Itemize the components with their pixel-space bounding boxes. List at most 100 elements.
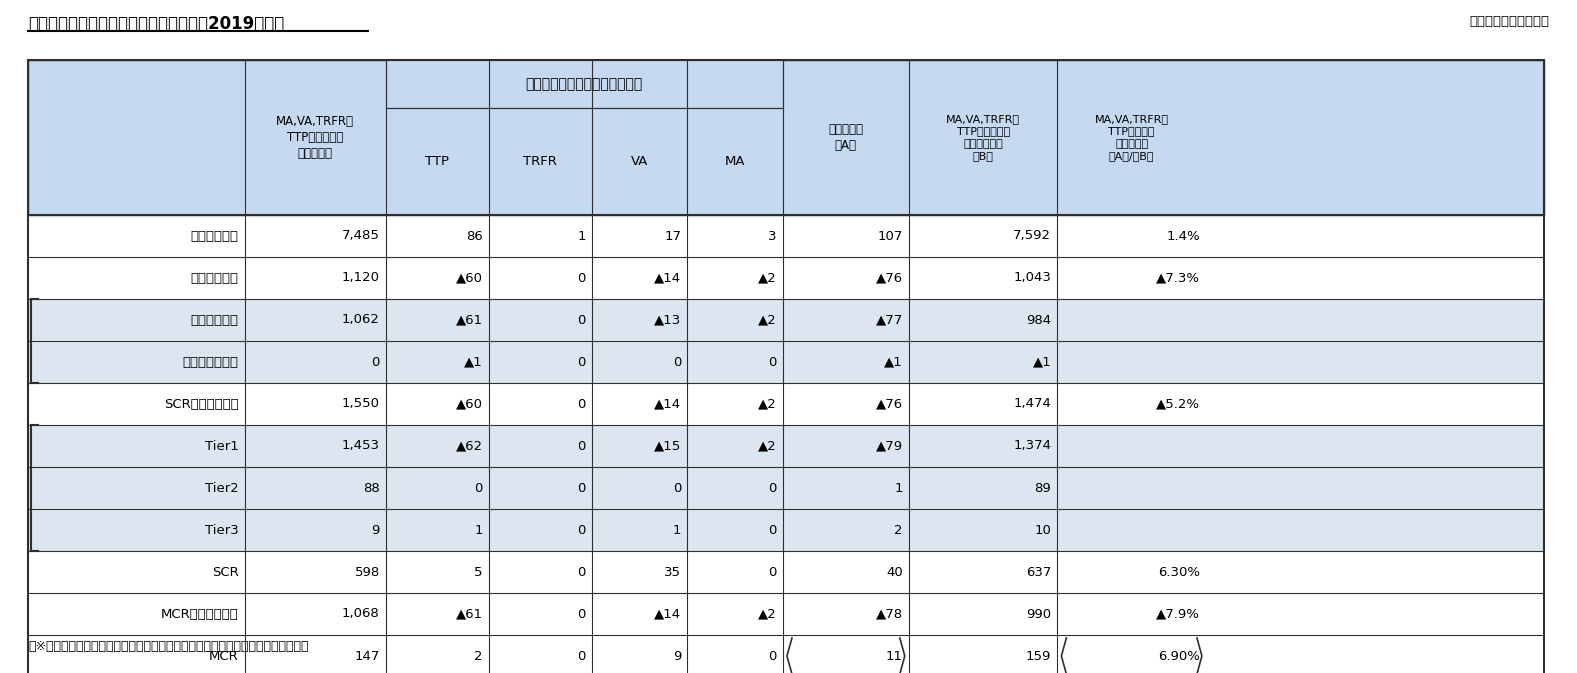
Text: MA,VA,TRFR、
TTPを適用しな
い場合の金額
（B）: MA,VA,TRFR、 TTPを適用しな い場合の金額 （B） [946,114,1020,161]
Text: 984: 984 [1027,314,1052,326]
Text: 1: 1 [475,524,483,536]
Text: 0: 0 [577,608,587,621]
Text: 制限付自己資本: 制限付自己資本 [183,355,238,369]
Text: ▲1: ▲1 [464,355,483,369]
Text: ▲62: ▲62 [456,439,483,452]
Text: MA,VA,TRFR、
TTPを適用した
場合の金額: MA,VA,TRFR、 TTPを適用した 場合の金額 [276,115,355,160]
Bar [28,215,1544,257]
Text: 1,550: 1,550 [342,398,380,411]
Text: 各種措置の適用による影響額（全体）（2019年末）: 各種措置の適用による影響額（全体）（2019年末） [28,15,284,33]
Text: 159: 159 [1027,649,1052,662]
Bar [28,467,1544,509]
Text: 0: 0 [372,355,380,369]
Text: 990: 990 [1027,608,1052,621]
Bar [28,425,1544,467]
Text: 1,068: 1,068 [342,608,380,621]
Text: 2: 2 [475,649,483,662]
Text: ▲2: ▲2 [759,314,777,326]
Text: 0: 0 [577,524,587,536]
Text: 35: 35 [664,565,681,579]
Text: 11: 11 [886,649,902,662]
Text: ▲13: ▲13 [654,314,681,326]
Text: ▲14: ▲14 [654,608,681,621]
Text: 637: 637 [1027,565,1052,579]
Bar [28,509,1544,551]
Text: ▲60: ▲60 [456,271,483,285]
Text: 措置を非適用とした場合の影響: 措置を非適用とした場合の影響 [525,77,643,91]
Text: 1,120: 1,120 [342,271,380,285]
Text: 6.30%: 6.30% [1158,565,1200,579]
Text: 88: 88 [363,481,380,495]
Text: MA,VA,TRFR、
TTPの適用に
よる影響度
（A）/（B）: MA,VA,TRFR、 TTPの適用に よる影響度 （A）/（B） [1094,114,1169,161]
Text: （※）制限付自己資本は、リングフェンスとマッチングポートフォリオによるもの: （※）制限付自己資本は、リングフェンスとマッチングポートフォリオによるもの [28,640,309,653]
Bar [28,341,1544,383]
Bar [386,60,782,108]
Text: 10: 10 [1035,524,1052,536]
Bar [28,551,1544,593]
Text: 1,474: 1,474 [1014,398,1052,411]
Text: 1: 1 [577,229,587,242]
Text: 0: 0 [577,355,587,369]
Text: 2: 2 [894,524,902,536]
Text: 6.90%: 6.90% [1158,649,1200,662]
Text: SCR適格自己資本: SCR適格自己資本 [164,398,238,411]
Text: 5: 5 [475,565,483,579]
Text: 3: 3 [768,229,777,242]
Text: ▲7.9%: ▲7.9% [1156,608,1200,621]
Text: 0: 0 [673,481,681,495]
Text: 1: 1 [894,481,902,495]
Text: Tier2: Tier2 [205,481,238,495]
Text: 0: 0 [768,524,777,536]
Text: 1,043: 1,043 [1014,271,1052,285]
Text: 107: 107 [877,229,902,242]
Text: MCR適格自己資本: MCR適格自己資本 [161,608,238,621]
Text: 0: 0 [577,271,587,285]
Text: 0: 0 [768,481,777,495]
Text: ▲5.2%: ▲5.2% [1156,398,1200,411]
Text: VA: VA [631,155,648,168]
Text: 0: 0 [577,565,587,579]
Text: 0: 0 [475,481,483,495]
Text: ▲78: ▲78 [875,608,902,621]
Text: 1,374: 1,374 [1014,439,1052,452]
Bar [28,635,1544,673]
Text: ▲60: ▲60 [456,398,483,411]
Text: 0: 0 [768,565,777,579]
Text: ▲76: ▲76 [875,271,902,285]
Text: ▲1: ▲1 [885,355,902,369]
Text: ▲2: ▲2 [759,271,777,285]
Text: 1,062: 1,062 [342,314,380,326]
Text: ▲1: ▲1 [1033,355,1052,369]
Text: 0: 0 [673,355,681,369]
Text: ▲77: ▲77 [875,314,902,326]
Text: ▲76: ▲76 [875,398,902,411]
Text: ▲2: ▲2 [759,608,777,621]
Text: 7,592: 7,592 [1014,229,1052,242]
Text: 0: 0 [577,314,587,326]
Text: MA: MA [725,155,746,168]
Text: ▲14: ▲14 [654,398,681,411]
Bar [28,60,1544,215]
Text: ▲15: ▲15 [654,439,681,452]
Text: 技術的準備金: 技術的準備金 [191,229,238,242]
Text: 0: 0 [577,439,587,452]
Text: 1.4%: 1.4% [1167,229,1200,242]
Text: MCR: MCR [210,649,238,662]
Text: ▲61: ▲61 [456,608,483,621]
Bar [28,257,1544,299]
Text: ▲61: ▲61 [456,314,483,326]
Text: ▲2: ▲2 [759,439,777,452]
Text: 1: 1 [673,524,681,536]
Text: TRFR: TRFR [524,155,557,168]
Text: 基本自己資本: 基本自己資本 [191,271,238,285]
Text: 17: 17 [664,229,681,242]
Text: 86: 86 [467,229,483,242]
Text: 598: 598 [355,565,380,579]
Text: ▲7.3%: ▲7.3% [1156,271,1200,285]
Text: 0: 0 [768,355,777,369]
Bar [28,593,1544,635]
Text: 負債超過資産: 負債超過資産 [191,314,238,326]
Text: （単位：十億ユーロ）: （単位：十億ユーロ） [1470,15,1549,28]
Text: SCR: SCR [211,565,238,579]
Text: 7,485: 7,485 [342,229,380,242]
